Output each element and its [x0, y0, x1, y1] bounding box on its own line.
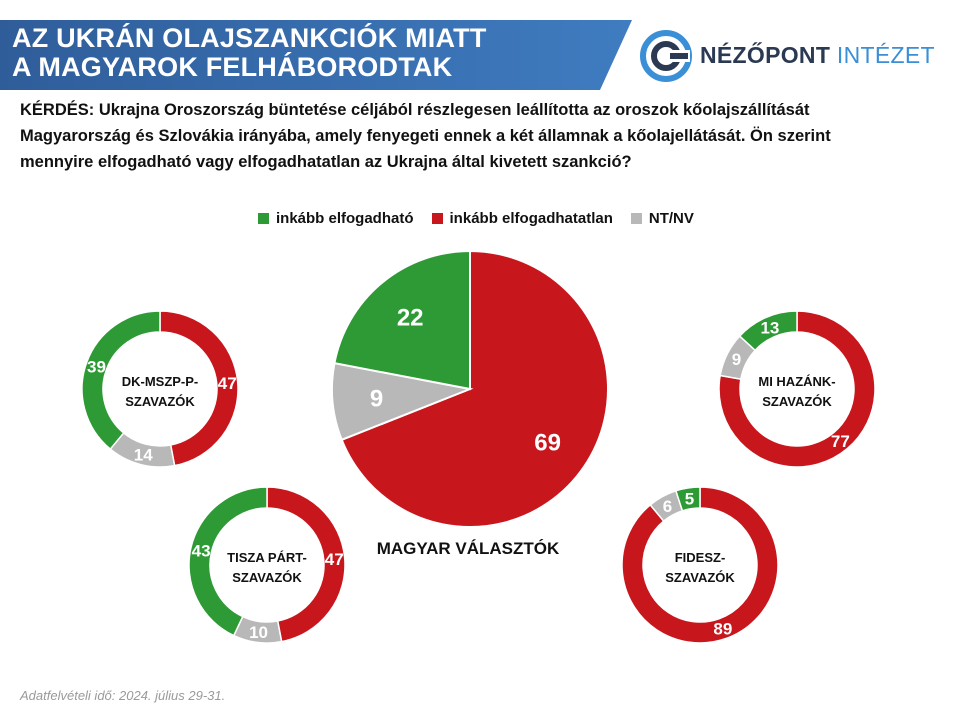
legend-swatch-dk [630, 212, 642, 224]
legend-label-accept: inkább elfogadható [276, 209, 414, 227]
slice-fidesz-reject [621, 486, 779, 644]
nezopont-logo-icon [640, 30, 692, 82]
logo: NÉZŐPONT INTÉZET [640, 30, 940, 82]
value-label-fidesz-accept: 5 [685, 489, 694, 508]
slice-fidesz-accept [674, 486, 701, 512]
title-line-1: AZ UKRÁN OLAJSZANKCIÓK MIATT [12, 23, 487, 53]
logo-name-part2: INTÉZET [836, 42, 935, 68]
value-label-mihazank-dk: 9 [732, 350, 741, 369]
value-label-mihazank-reject: 77 [831, 432, 850, 451]
chart-title-magyar: MAGYAR VÁLASZTÓK [377, 539, 560, 558]
value-label-dk-dk: 14 [134, 445, 153, 464]
slice-dk-accept [81, 310, 161, 451]
legend-item-reject: inkább elfogadhatatlan [431, 209, 613, 227]
question-text: KÉRDÉS: Ukrajna Oroszország büntetése cé… [20, 97, 940, 175]
chart-mihazank: 77 9 13 MI HAZÁNK- SZAVAZÓK [718, 310, 876, 468]
value-label-fidesz-reject: 89 [713, 620, 732, 639]
value-label-magyar-accept: 22 [397, 304, 424, 331]
value-label-tisza-accept: 43 [192, 541, 211, 560]
slice-dk-reject [159, 310, 239, 467]
chart-title-tisza-line2: SZAVAZÓK [232, 570, 302, 585]
chart-fidesz: 89 6 5 FIDESZ- SZAVAZÓK [621, 486, 779, 644]
legend-label-dk: NT/NV [648, 209, 694, 227]
value-label-fidesz-dk: 6 [663, 497, 672, 516]
question-line-1: KÉRDÉS: Ukrajna Oroszország büntetése cé… [20, 101, 810, 119]
chart-legend: inkább elfogadható inkább elfogadhatatla… [258, 206, 712, 230]
slice-mihazank-reject [718, 310, 876, 468]
value-label-dk-reject: 47 [218, 374, 237, 393]
slice-magyar-accept [333, 249, 471, 391]
value-label-tisza-reject: 47 [325, 550, 344, 569]
slice-mihazank-accept [738, 310, 798, 352]
legend-label-reject: inkább elfogadhatatlan [449, 209, 613, 227]
chart-tisza: 47 10 43 TISZA PÁRT- SZAVAZÓK [188, 486, 346, 644]
value-label-dk-accept: 39 [87, 357, 106, 376]
value-label-magyar-dk: 9 [370, 385, 383, 412]
slice-magyar-reject [340, 249, 609, 528]
title-line-2: A MAGYAROK FELHÁBORODTAK [12, 52, 453, 82]
header-banner: AZ UKRÁN OLAJSZANKCIÓK MIATT A MAGYAROK … [0, 0, 960, 92]
legend-swatch-accept [258, 212, 269, 224]
banner-shape [0, 20, 632, 90]
logo-name-part1: NÉZŐPONT [700, 42, 831, 68]
legend-item-dk: NT/NV [630, 209, 694, 227]
legend-swatch-reject [431, 212, 443, 224]
footnote: Adatfelvételi idő: 2024. július 29-31. [20, 688, 226, 703]
page-title: AZ UKRÁN OLAJSZANKCIÓK MIATT A MAGYAROK … [12, 24, 487, 82]
value-label-tisza-dk: 10 [249, 623, 268, 642]
chart-title-dk-line1: DK-MSZP-P- [122, 374, 199, 389]
value-label-mihazank-accept: 13 [760, 318, 779, 337]
slice-tisza-accept [188, 486, 268, 637]
chart-title-mihazank-line1: MI HAZÁNK- [758, 374, 835, 389]
banner-background [0, 20, 632, 90]
legend-item-accept: inkább elfogadható [258, 210, 414, 227]
chart-dk: 47 14 39 DK-MSZP-P- SZAVAZÓK [81, 310, 239, 468]
value-label-magyar-reject: 69 [534, 429, 561, 456]
question-line-3: mennyire elfogadható vagy elfogadhatatla… [20, 153, 632, 171]
question-line-2: Magyarország és Szlovákia irányába, amel… [20, 127, 831, 145]
slice-tisza-reject [266, 486, 346, 643]
chart-title-fidesz-line2: SZAVAZÓK [665, 570, 735, 585]
chart-title-dk-line2: SZAVAZÓK [125, 394, 195, 409]
chart-title-mihazank-line2: SZAVAZÓK [762, 394, 832, 409]
logo-text: NÉZŐPONT INTÉZET [700, 42, 935, 69]
chart-title-tisza-line1: TISZA PÁRT- [227, 550, 307, 565]
chart-title-fidesz-line1: FIDESZ- [675, 550, 726, 565]
chart-magyar: 69 9 22 MAGYAR VÁLASZTÓK [331, 249, 609, 558]
